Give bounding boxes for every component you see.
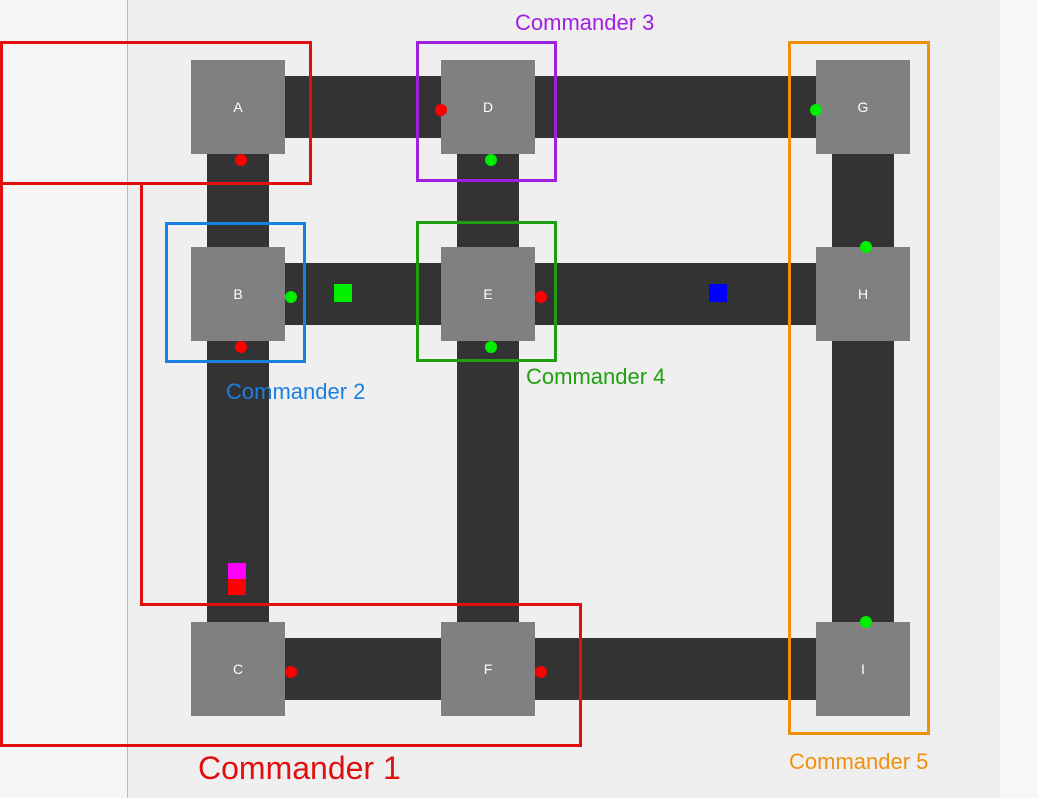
commander-5-region xyxy=(788,41,930,735)
node-c[interactable]: C xyxy=(191,622,285,716)
commander-1-region xyxy=(140,603,582,606)
traffic-light-b-south xyxy=(235,341,247,353)
node-i[interactable]: I xyxy=(816,622,910,716)
left-panel xyxy=(0,0,128,798)
node-f[interactable]: F xyxy=(441,622,535,716)
commander-3-region xyxy=(416,41,557,182)
road-b-e xyxy=(285,263,441,325)
commander-1-region xyxy=(0,41,312,185)
commander-1-region xyxy=(0,41,3,747)
traffic-light-h-north xyxy=(860,241,872,253)
commander-1-label: Commander 1 xyxy=(198,750,401,786)
commander-1-region xyxy=(140,182,143,606)
commander-4-region xyxy=(416,221,557,362)
node-g[interactable]: G xyxy=(816,60,910,154)
node-h[interactable]: H xyxy=(816,247,910,341)
traffic-light-e-east xyxy=(535,291,547,303)
commander-5-label: Commander 5 xyxy=(789,749,929,774)
commander-1-region xyxy=(0,744,582,747)
commander-3-label: Commander 3 xyxy=(515,10,655,35)
node-e[interactable]: E xyxy=(441,247,535,341)
commander-2-label: Commander 2 xyxy=(226,379,366,404)
traffic-light-d-south xyxy=(485,154,497,166)
vehicle-green xyxy=(334,284,352,302)
commander-4-label: Commander 4 xyxy=(526,364,666,389)
node-b[interactable]: B xyxy=(191,247,285,341)
vehicle-red xyxy=(228,579,246,595)
road-h-i xyxy=(832,341,894,623)
road-d-e xyxy=(457,153,519,247)
road-g-h xyxy=(832,153,894,247)
road-a-b xyxy=(207,153,269,247)
node-d[interactable]: D xyxy=(441,60,535,154)
road-e-h xyxy=(535,263,816,325)
road-c-f xyxy=(285,638,441,700)
traffic-light-d-west xyxy=(435,104,447,116)
traffic-light-a-south xyxy=(235,154,247,166)
vehicle-magenta xyxy=(228,563,246,581)
commander-2-region xyxy=(165,222,306,363)
traffic-light-f-east xyxy=(535,666,547,678)
road-e-f xyxy=(457,341,519,623)
road-d-g xyxy=(535,76,816,138)
traffic-light-g-west xyxy=(810,104,822,116)
right-margin xyxy=(1000,0,1037,798)
traffic-light-c-east xyxy=(285,666,297,678)
commander-1-region xyxy=(579,603,582,747)
traffic-light-b-east xyxy=(285,291,297,303)
road-f-i xyxy=(535,638,816,700)
traffic-light-e-south xyxy=(485,341,497,353)
node-a[interactable]: A xyxy=(191,60,285,154)
commander-1-region xyxy=(140,182,312,185)
vehicle-blue xyxy=(709,284,727,302)
traffic-light-i-north xyxy=(860,616,872,628)
